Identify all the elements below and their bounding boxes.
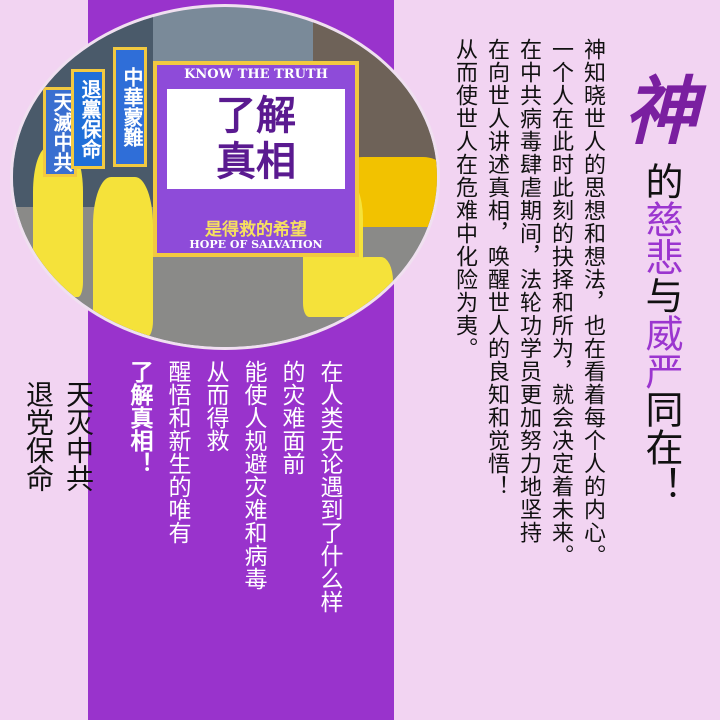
right-paragraph: 神知晓世人的思想和想法，也在看着每个人的内心。 一个人在此时此刻的抉择和所为，就…	[448, 38, 608, 698]
middle-paragraph-col: 醒悟和新生的唯有	[164, 360, 190, 544]
headline-rest: 的慈悲与威严同在！	[639, 162, 683, 504]
side-banner: 退黨保命	[71, 69, 105, 169]
middle-paragraph-col: 能使人规避灾难和病毒	[240, 360, 266, 590]
left-slogan-col: 天灭中共	[62, 380, 95, 492]
headline: 神 的慈悲与威严同在！	[616, 70, 706, 504]
middle-paragraph-col: 从而得救	[202, 360, 228, 452]
left-slogan-col: 退党保命	[22, 380, 55, 492]
side-banner: 中華蒙難	[113, 47, 147, 167]
middle-paragraph-col: 了解真相！	[126, 360, 152, 475]
know-the-truth-banner: KNOW THE TRUTH 了解 真相 是得救的希望 HOPE OF SALV…	[153, 61, 359, 257]
right-paragraph-col: 在向世人讲述真相，唤醒世人的良知和觉悟！	[484, 38, 509, 498]
right-paragraph-col: 从而使世人在危难中化险为夷。	[452, 38, 477, 360]
headline-de: 的	[639, 162, 683, 200]
headline-tongzai: 同在！	[639, 390, 683, 504]
headline-cibei: 慈悲	[639, 200, 683, 276]
banner-bottom-text: HOPE OF SALVATION	[189, 238, 323, 251]
headline-yu: 与	[639, 276, 683, 314]
banner-line-1: 了解	[216, 93, 296, 139]
middle-paragraph-col: 在人类无论遇到了什么样	[316, 360, 342, 613]
headline-weiyan: 威严	[639, 314, 683, 390]
headline-shen: 神	[624, 69, 698, 155]
marcher	[353, 257, 393, 337]
marcher	[93, 177, 153, 337]
banner-line-2: 真相	[216, 139, 296, 185]
right-paragraph-col: 神知晓世人的思想和想法，也在看着每个人的内心。	[580, 38, 605, 567]
banner-main-text: 了解 真相	[167, 89, 345, 189]
left-slogan: 天灭中共 退党保命	[18, 380, 98, 700]
middle-paragraph: 在人类无论遇到了什么样 的灾难面前 能使人规避灾难和病毒 从而得救 醒悟和新生的…	[120, 360, 348, 700]
middle-paragraph-col: 的灾难面前	[278, 360, 304, 475]
banner-top-text: KNOW THE TRUTH	[184, 67, 328, 82]
parade-photo: 天滅中共 退黨保命 中華蒙難 KNOW THE TRUTH 了解 真相 是得救的…	[10, 4, 440, 350]
banner-sub-text: 是得救的希望	[205, 220, 307, 240]
right-paragraph-col: 一个人在此时此刻的抉择和所为，就会决定着未来。	[548, 38, 573, 567]
right-paragraph-col: 在中共病毒肆虐期间，法轮功学员更加努力地坚持	[516, 38, 541, 544]
